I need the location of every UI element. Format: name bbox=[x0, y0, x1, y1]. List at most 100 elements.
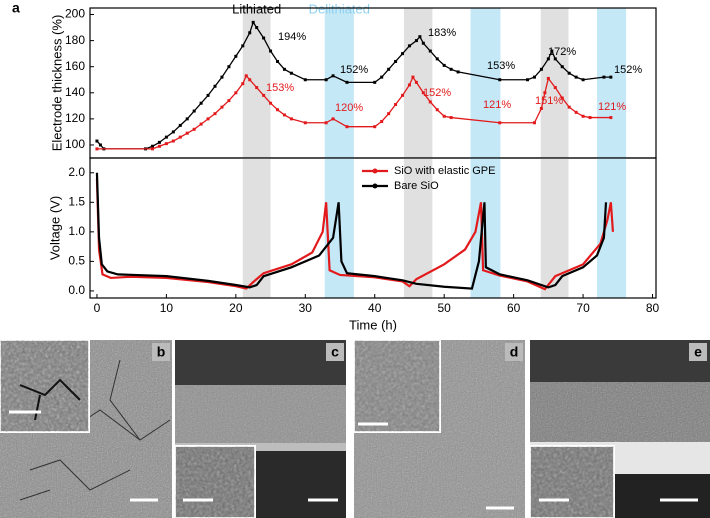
data-line bbox=[96, 20, 611, 150]
data-point bbox=[373, 125, 377, 129]
data-line bbox=[95, 178, 615, 291]
annotation: 120% bbox=[335, 102, 363, 114]
y-tick-label: 160 bbox=[65, 59, 85, 73]
data-point bbox=[546, 76, 550, 80]
x-tick-label: 60 bbox=[507, 301, 521, 315]
x-tick-label: 30 bbox=[299, 301, 313, 315]
data-point bbox=[178, 135, 182, 139]
data-point bbox=[324, 121, 328, 125]
panel-label: b bbox=[157, 344, 166, 360]
data-point bbox=[251, 20, 255, 24]
y-tick-label: 0.0 bbox=[68, 283, 85, 297]
data-point bbox=[609, 116, 613, 120]
data-point bbox=[171, 130, 175, 134]
data-point bbox=[227, 65, 231, 69]
data-point bbox=[498, 121, 502, 125]
data-point bbox=[401, 52, 405, 56]
data-point bbox=[276, 108, 280, 112]
shaded-region bbox=[242, 158, 271, 298]
data-point bbox=[421, 41, 425, 45]
x-tick-label: 10 bbox=[160, 301, 174, 315]
annotation: 152% bbox=[614, 64, 642, 76]
data-point bbox=[498, 78, 502, 82]
data-point bbox=[157, 140, 161, 144]
data-point bbox=[567, 71, 571, 75]
data-point bbox=[206, 93, 210, 97]
data-point bbox=[373, 80, 377, 84]
data-point bbox=[560, 96, 564, 100]
data-point bbox=[387, 67, 391, 71]
plots: Lithiated Delithiated100120140160180200El… bbox=[47, 1, 659, 332]
data-point bbox=[380, 119, 384, 123]
data-point bbox=[428, 100, 432, 104]
shaded-region bbox=[470, 8, 501, 158]
shaded-region bbox=[403, 158, 433, 298]
data-point bbox=[567, 105, 571, 109]
y-tick-label: 120 bbox=[65, 111, 85, 125]
data-point bbox=[269, 49, 273, 53]
data-point bbox=[345, 80, 349, 84]
data-point bbox=[331, 117, 335, 121]
data-point bbox=[435, 108, 439, 112]
annotation: 152% bbox=[340, 64, 368, 76]
panel-label: a bbox=[12, 0, 20, 16]
data-point bbox=[560, 65, 564, 69]
data-point bbox=[244, 74, 248, 78]
legend-label: SiO with elastic GPE bbox=[394, 165, 495, 177]
data-point bbox=[428, 49, 432, 53]
data-point bbox=[255, 86, 259, 90]
data-point bbox=[269, 101, 273, 105]
data-point bbox=[98, 143, 102, 147]
legend-label: Bare SiO bbox=[394, 180, 439, 192]
panel-label: e bbox=[694, 344, 702, 360]
data-point bbox=[171, 139, 175, 143]
sem-panel: e bbox=[529, 340, 710, 518]
data-point bbox=[324, 78, 328, 82]
panel-label: c bbox=[331, 344, 339, 360]
data-point bbox=[282, 67, 286, 71]
data-point bbox=[289, 71, 293, 75]
annotation: 153% bbox=[266, 82, 294, 94]
shaded-region bbox=[596, 158, 627, 298]
data-point bbox=[407, 83, 411, 87]
data-point bbox=[199, 122, 203, 126]
shaded-region bbox=[403, 8, 433, 158]
data-point bbox=[303, 121, 307, 125]
data-point bbox=[199, 101, 203, 105]
data-point bbox=[164, 135, 168, 139]
x-tick-label: 80 bbox=[646, 301, 660, 315]
data-point bbox=[553, 57, 557, 61]
data-point bbox=[539, 67, 543, 71]
data-point bbox=[234, 91, 238, 95]
shaded-region bbox=[540, 8, 569, 158]
annotation: 121% bbox=[598, 101, 626, 113]
data-point bbox=[185, 131, 189, 135]
y-tick-label: 2.0 bbox=[68, 165, 85, 179]
data-point bbox=[248, 31, 252, 35]
data-point bbox=[553, 86, 557, 90]
data-point bbox=[345, 125, 349, 129]
data-point bbox=[289, 117, 293, 121]
data-point bbox=[192, 127, 196, 131]
annotation: 183% bbox=[428, 27, 456, 39]
data-point bbox=[411, 75, 415, 79]
data-point bbox=[248, 78, 252, 82]
data-point bbox=[387, 112, 391, 116]
y-axis-label: Voltage (V) bbox=[47, 196, 62, 260]
data-point bbox=[435, 57, 439, 61]
data-point bbox=[241, 82, 245, 86]
y-tick-label: 0.5 bbox=[68, 254, 85, 268]
data-point bbox=[394, 103, 398, 107]
x-tick-label: 0 bbox=[94, 301, 101, 315]
data-point bbox=[407, 44, 411, 48]
y-tick-label: 180 bbox=[65, 33, 85, 47]
y-tick-label: 1.0 bbox=[68, 224, 85, 238]
annotation: 153% bbox=[487, 60, 515, 72]
data-point bbox=[539, 106, 543, 110]
data-point bbox=[456, 70, 460, 74]
data-point bbox=[164, 142, 168, 146]
data-point bbox=[401, 93, 405, 97]
annotation: 194% bbox=[278, 31, 306, 43]
data-point bbox=[192, 109, 196, 113]
plot-frame bbox=[89, 157, 657, 299]
